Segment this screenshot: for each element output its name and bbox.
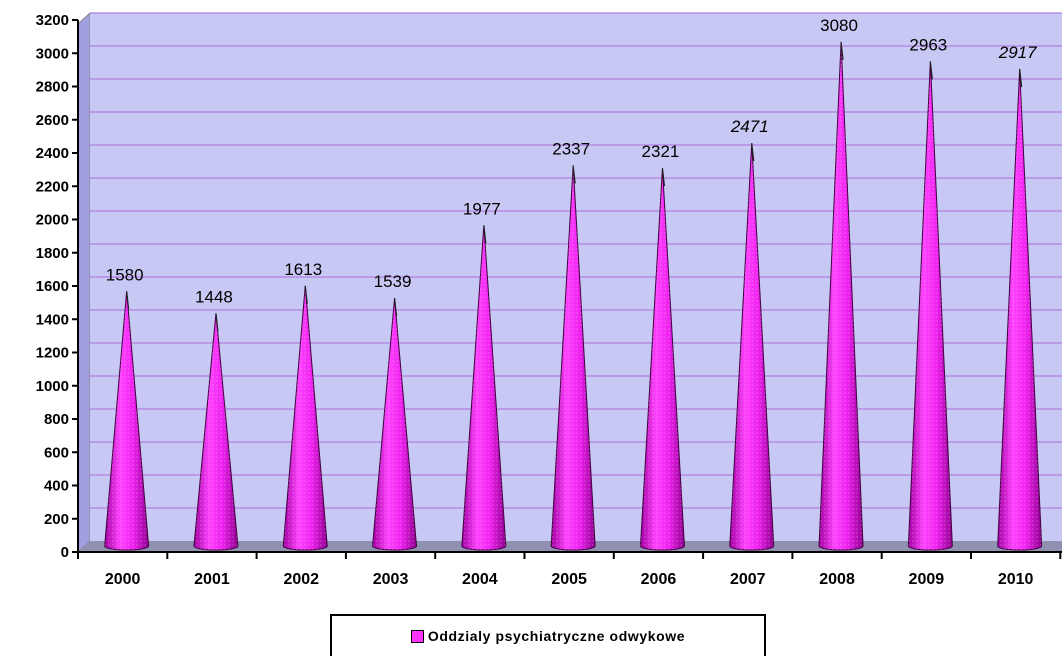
y-axis: 0 200 400 600 800 1000 1200 1400 1600 1800 2000 220… (36, 12, 79, 561)
data-label: 2321 (642, 142, 680, 161)
y-tick-label: 2200 (36, 178, 69, 195)
data-label: 2963 (909, 35, 947, 54)
bar (550, 165, 596, 551)
bar (461, 225, 507, 551)
cone-tip (215, 313, 219, 332)
cone-tip (1019, 68, 1023, 88)
y-tick-label: 2800 (36, 79, 69, 96)
cone-texture (193, 313, 238, 550)
data-label: 2471 (730, 117, 769, 136)
y-tick-label: 2400 (36, 145, 69, 162)
side-wall (77, 11, 91, 554)
cone-tip (661, 168, 666, 187)
x-tick-label: 2008 (819, 571, 855, 588)
data-labels: 1580 1448 1613 1539 1977 2337 2321 2471 3080 2963… (106, 16, 1037, 306)
y-tick-label: 1800 (36, 245, 69, 262)
cone-texture (372, 298, 417, 550)
cone-texture (819, 41, 864, 550)
bar (372, 298, 418, 551)
bar (907, 61, 953, 551)
data-label: 3080 (820, 16, 858, 35)
cone-texture (104, 291, 149, 550)
y-tick-label: 200 (44, 511, 69, 528)
cone-tip (304, 285, 308, 304)
chart: 0 200 400 600 800 1000 1200 1400 1600 1800 2000 220… (36, 11, 1062, 588)
x-tick-label: 2007 (730, 571, 766, 588)
bars (104, 41, 1043, 551)
y-tick-label: 1400 (36, 311, 69, 328)
data-label: 1580 (106, 265, 144, 284)
cone-texture (283, 285, 328, 550)
bar (818, 41, 864, 551)
cone-tip (572, 165, 576, 184)
legend-label: Oddzialy psychiatryczne odwykowe (427, 628, 686, 644)
legend: Oddzialy psychiatryczne odwykowe (330, 614, 766, 656)
y-tick-label: 3200 (36, 12, 69, 29)
y-tick-label: 1000 (36, 378, 69, 395)
x-tick-label: 2001 (194, 571, 230, 588)
x-tick-label: 2009 (909, 571, 945, 588)
y-tick-label: 3000 (36, 45, 69, 62)
bar (282, 285, 328, 551)
x-tick-label: 2002 (283, 571, 319, 588)
y-tick-label: 0 (61, 544, 69, 561)
cone-texture (908, 61, 953, 551)
cone-texture (997, 69, 1042, 550)
cone-tip (393, 298, 398, 317)
y-tick-label: 800 (44, 411, 69, 428)
x-tick-label: 2005 (551, 571, 587, 588)
y-tick-label: 1600 (36, 278, 69, 295)
cone-tip (840, 41, 844, 61)
cone-texture (551, 165, 596, 550)
cone-tip (929, 61, 933, 80)
x-axis: 2000 2001 2002 2003 2004 2005 2006 2007 2008 2009… (77, 551, 1062, 588)
x-tick-label: 2000 (105, 571, 141, 588)
bar (104, 291, 150, 551)
legend-swatch (410, 629, 424, 643)
x-tick-label: 2003 (373, 571, 409, 588)
bar (193, 313, 239, 551)
cone-texture (729, 143, 774, 551)
bar (997, 68, 1043, 551)
y-tick-label: 2600 (36, 112, 69, 129)
y-tick-label: 2000 (36, 212, 69, 229)
cone-tip (126, 291, 130, 310)
data-label: 2337 (552, 139, 590, 158)
y-tick-label: 600 (44, 444, 69, 461)
cone-tip (483, 225, 487, 244)
data-label: 1613 (284, 260, 322, 279)
cone-texture (640, 168, 685, 551)
data-label: 2917 (998, 43, 1037, 62)
y-tick-label: 400 (44, 478, 69, 495)
data-label: 1977 (463, 199, 501, 218)
y-tick-label: 1200 (36, 345, 69, 362)
cone-tip (751, 143, 755, 162)
x-tick-label: 2006 (641, 571, 677, 588)
data-label: 1539 (374, 272, 412, 291)
data-label: 1448 (195, 287, 233, 306)
x-tick-label: 2010 (998, 571, 1034, 588)
bar (729, 143, 775, 551)
bar (639, 168, 685, 551)
cone-texture (461, 225, 506, 551)
x-tick-label: 2004 (462, 571, 498, 588)
